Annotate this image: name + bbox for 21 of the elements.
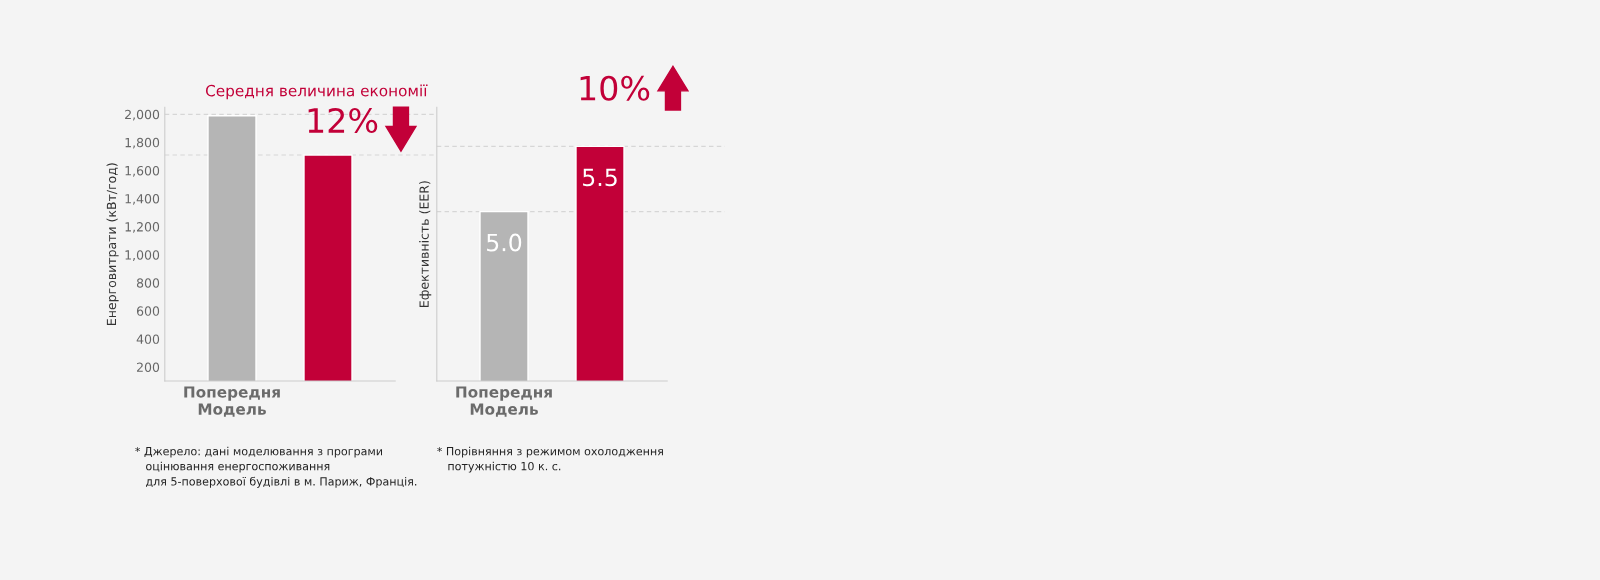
x-tick-label: Попередня Модель	[184, 386, 280, 417]
x-tick-label: Попередня Модель	[456, 386, 552, 417]
text: * Джерело: дані моделювання з програми оцінювання енергоспоживання для 5-поверхової будівлі в м. Париж, Франція.	[135, 446, 417, 488]
data-label: 5.0	[487, 233, 522, 252]
y-tick-label: 2,000	[125, 109, 160, 121]
y-tick-label: 1,800	[125, 137, 160, 149]
y-tick-label: 1,000	[125, 250, 160, 261]
chart-title: Середня величина економії	[205, 84, 428, 100]
y-tick-label: 800	[136, 278, 160, 288]
annotation: 12%	[308, 107, 378, 134]
y-axis-title: Ефективність (EER)	[419, 181, 432, 307]
y-tick-label: 600	[136, 306, 160, 316]
y-tick-label: 1,200	[125, 222, 160, 233]
y-tick-label: 1,600	[125, 165, 160, 177]
text: * Порівняння з режимом охолодження потужністю 10 к. с.	[437, 446, 663, 473]
text: 10%	[580, 75, 650, 101]
y-tick-label: 400	[136, 334, 160, 344]
y-axis-title: Енерговитрати (кВт/год)	[106, 163, 119, 325]
y-tick-label: 1,400	[125, 194, 160, 205]
y-tick-label: 200	[137, 362, 160, 372]
data-label: 5.5	[583, 168, 617, 187]
